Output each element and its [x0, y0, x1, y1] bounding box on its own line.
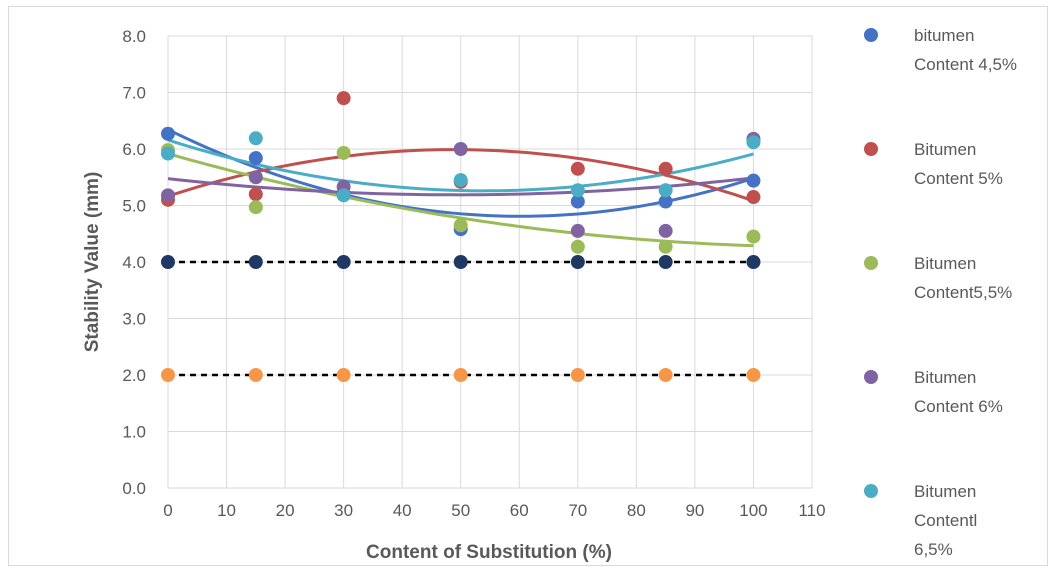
- y-tick-label: 1.0: [122, 423, 146, 442]
- x-tick-label: 70: [568, 501, 587, 520]
- x-tick-label: 0: [163, 501, 172, 520]
- legend-label: Content 6%: [914, 397, 1003, 416]
- trendline: [167, 152, 754, 248]
- trendline: [167, 176, 754, 197]
- data-point: [453, 173, 468, 188]
- legend-label: Bitumen: [914, 368, 976, 387]
- x-tick-label: 100: [739, 501, 767, 520]
- y-tick-label: 7.0: [122, 84, 146, 103]
- reference-point: [453, 255, 468, 269]
- x-tick-label: 30: [334, 501, 353, 520]
- y-tick-label: 5.0: [122, 197, 146, 216]
- reference-point: [746, 368, 761, 382]
- data-point: [746, 135, 761, 150]
- data-point: [248, 170, 263, 185]
- data-point: [453, 142, 468, 156]
- data-point: [336, 188, 351, 203]
- data-point: [248, 200, 263, 215]
- data-point: [570, 223, 585, 238]
- reference-point: [161, 255, 175, 269]
- legend-marker: [864, 142, 878, 156]
- x-axis-ticks: 0 10 20 30 40 50 60 70 80 90 100 110: [163, 501, 825, 520]
- reference-point: [746, 255, 761, 269]
- data-point: [161, 146, 175, 161]
- legend-label: Content 5%: [914, 169, 1003, 188]
- legend-marker: [864, 28, 878, 42]
- data-point: [248, 187, 263, 202]
- data-point: [570, 183, 585, 198]
- data-point: [453, 218, 468, 233]
- reference-point: [161, 368, 175, 382]
- data-point: [570, 239, 585, 254]
- legend-marker: [864, 370, 878, 384]
- data-point: [658, 183, 673, 198]
- x-tick-label: 80: [627, 501, 646, 520]
- data-points: [161, 91, 761, 382]
- x-axis-title: Content of Substitution (%): [366, 542, 612, 563]
- legend-label: Bitumen: [914, 482, 976, 501]
- x-tick-label: 110: [798, 501, 825, 520]
- y-tick-label: 8.0: [122, 27, 146, 46]
- reference-point: [570, 368, 585, 382]
- reference-point: [248, 368, 263, 382]
- legend-marker: [864, 484, 878, 498]
- trendlines: [167, 128, 754, 248]
- reference-point: [453, 368, 468, 382]
- y-tick-label: 3.0: [122, 310, 146, 329]
- data-point: [658, 239, 673, 254]
- data-point: [161, 188, 175, 203]
- chart-frame: [8, 6, 1048, 566]
- legend-marker: [864, 256, 878, 270]
- legend-label: Content5,5%: [914, 283, 1012, 302]
- trendline: [167, 138, 754, 193]
- legend-label: Contentl: [914, 511, 977, 530]
- data-point: [570, 194, 585, 209]
- y-axis-title: Stability Value (mm): [82, 172, 103, 353]
- y-tick-label: 6.0: [122, 140, 146, 159]
- x-tick-label: 90: [685, 501, 704, 520]
- reference-point: [248, 255, 263, 269]
- reference-point: [570, 255, 585, 269]
- data-point: [746, 190, 761, 205]
- y-axis-ticks: 0.0 1.0 2.0 3.0 4.0 5.0 6.0 7.0 8.0: [122, 27, 146, 498]
- data-point: [658, 161, 673, 176]
- data-point: [746, 229, 761, 244]
- y-tick-label: 2.0: [122, 366, 146, 385]
- data-point: [336, 145, 351, 160]
- data-point: [658, 223, 673, 238]
- legend-label: Content 4,5%: [914, 55, 1017, 74]
- x-tick-label: 60: [510, 501, 529, 520]
- legend: bitumen Content 4,5% Bitumen Content 5% Bitu…: [864, 26, 1017, 559]
- data-point: [336, 91, 351, 106]
- legend-label: bitumen: [914, 26, 974, 45]
- x-tick-label: 40: [393, 501, 412, 520]
- data-point: [746, 173, 761, 188]
- x-tick-label: 50: [451, 501, 470, 520]
- legend-label: Bitumen: [914, 140, 976, 159]
- reference-point: [658, 255, 673, 269]
- data-point: [570, 161, 585, 176]
- reference-point: [658, 368, 673, 382]
- data-point: [658, 194, 673, 209]
- reference-point: [336, 255, 351, 269]
- x-tick-label: 20: [276, 501, 295, 520]
- y-tick-label: 4.0: [122, 253, 146, 272]
- data-point: [161, 126, 175, 141]
- y-tick-label: 0.0: [122, 479, 146, 498]
- legend-label: Bitumen: [914, 254, 976, 273]
- reference-point: [336, 368, 351, 382]
- data-point: [248, 131, 263, 146]
- legend-label: 6,5%: [914, 540, 953, 559]
- data-point: [248, 151, 263, 166]
- x-tick-label: 10: [217, 501, 236, 520]
